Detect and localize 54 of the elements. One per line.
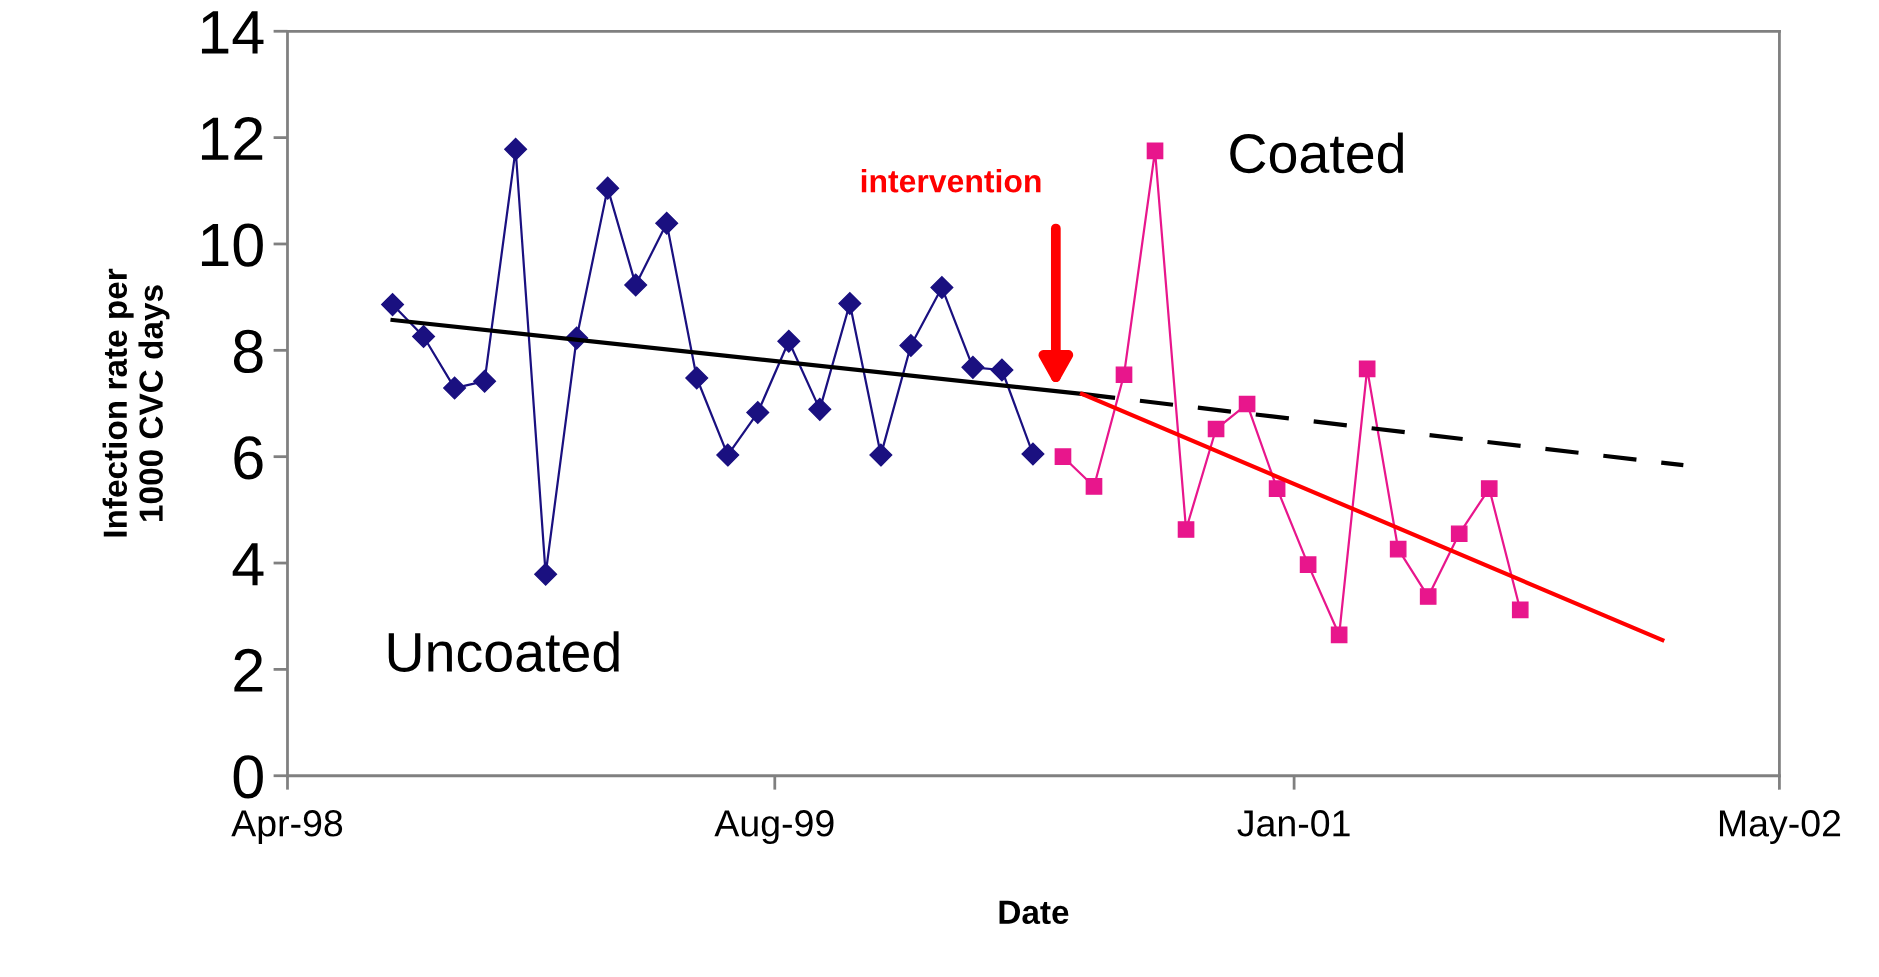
point [716, 443, 740, 467]
point [1419, 588, 1437, 605]
point [1299, 556, 1317, 573]
point [777, 329, 801, 353]
y-tick-label: 2 [234, 648, 263, 692]
point [1330, 626, 1348, 644]
series-label: Uncoated [388, 631, 619, 673]
point [990, 358, 1014, 382]
point [534, 562, 558, 586]
point [1358, 360, 1376, 378]
x-tick-label: Apr-98 [231, 810, 343, 845]
point [443, 376, 467, 400]
point [1085, 478, 1103, 495]
point [1021, 442, 1045, 466]
point [381, 293, 405, 317]
x-tick-label: May-02 [1719, 810, 1841, 845]
point [1268, 480, 1286, 497]
point [1054, 448, 1072, 466]
point [746, 401, 770, 425]
point [1450, 525, 1468, 543]
point [624, 273, 648, 297]
point [655, 211, 679, 235]
series-label: Coated [1230, 132, 1403, 174]
point [1389, 540, 1407, 558]
point [1480, 480, 1498, 497]
point [930, 276, 954, 300]
point [961, 355, 985, 379]
y-tick-label: 10 [201, 223, 263, 267]
y-axis-title: Infection rate per 1000 CVC days [102, 268, 170, 537]
x-tick-label: Jan-01 [1237, 810, 1350, 837]
point [1511, 601, 1529, 619]
point [685, 366, 709, 390]
point [1238, 395, 1256, 413]
point [1146, 142, 1164, 160]
y-tick-label: 12 [201, 117, 263, 160]
point [1177, 521, 1195, 538]
annotation: intervention [861, 168, 1041, 193]
point [1115, 366, 1133, 384]
point [808, 397, 832, 421]
point [473, 369, 497, 393]
x-tick-label: Aug-99 [714, 810, 834, 845]
point [412, 325, 436, 348]
point [596, 176, 620, 200]
y-tick-label: 0 [233, 755, 263, 799]
x-axis-title: Date [999, 900, 1069, 925]
point [1207, 420, 1225, 438]
y-tick-label: 8 [233, 329, 263, 374]
point [899, 334, 923, 358]
y-tick-label: 14 [201, 11, 264, 54]
y-tick-label: 4 [232, 543, 264, 586]
y-tick-label: 6 [234, 436, 263, 480]
point [838, 292, 862, 316]
point [504, 137, 528, 161]
point [869, 443, 893, 467]
